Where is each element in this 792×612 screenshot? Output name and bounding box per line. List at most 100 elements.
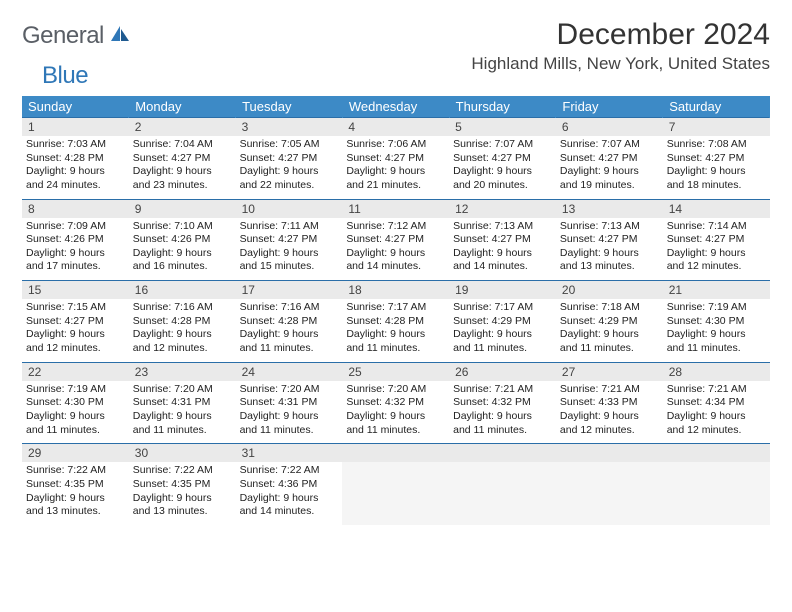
sunrise-line: Sunrise: 7:20 AM (133, 383, 232, 397)
daylight-line2: and 12 minutes. (667, 260, 766, 274)
sunset-line: Sunset: 4:35 PM (26, 478, 125, 492)
daylight-line1: Daylight: 9 hours (133, 410, 232, 424)
sunset-line: Sunset: 4:27 PM (346, 152, 445, 166)
daylight-line2: and 18 minutes. (667, 179, 766, 193)
day-number-cell: 5 (449, 118, 556, 137)
daylight-line1: Daylight: 9 hours (240, 165, 339, 179)
day-data-cell (449, 462, 556, 525)
daylight-line2: and 14 minutes. (453, 260, 552, 274)
daylight-line1: Daylight: 9 hours (26, 328, 125, 342)
day-number-cell: 16 (129, 281, 236, 300)
sunrise-line: Sunrise: 7:16 AM (133, 301, 232, 315)
day-number-cell: 1 (22, 118, 129, 137)
sunrise-line: Sunrise: 7:20 AM (346, 383, 445, 397)
daylight-line2: and 13 minutes. (133, 505, 232, 519)
sunrise-line: Sunrise: 7:22 AM (240, 464, 339, 478)
sunrise-line: Sunrise: 7:21 AM (453, 383, 552, 397)
sunrise-line: Sunrise: 7:21 AM (667, 383, 766, 397)
day-number-cell: 13 (556, 199, 663, 218)
daylight-line2: and 11 minutes. (240, 424, 339, 438)
sunrise-line: Sunrise: 7:12 AM (346, 220, 445, 234)
title-block: December 2024 Highland Mills, New York, … (471, 18, 770, 74)
daylight-line2: and 17 minutes. (26, 260, 125, 274)
sunrise-line: Sunrise: 7:07 AM (560, 138, 659, 152)
day-number-cell: 28 (663, 362, 770, 381)
day-number-cell: 9 (129, 199, 236, 218)
day-data-cell (663, 462, 770, 525)
daylight-line2: and 11 minutes. (453, 424, 552, 438)
sunset-line: Sunset: 4:28 PM (26, 152, 125, 166)
daylight-line2: and 12 minutes. (667, 424, 766, 438)
day-number-cell: 7 (663, 118, 770, 137)
day-number-cell (556, 444, 663, 463)
sunrise-line: Sunrise: 7:14 AM (667, 220, 766, 234)
day-number-cell: 2 (129, 118, 236, 137)
daylight-line1: Daylight: 9 hours (560, 410, 659, 424)
daylight-line1: Daylight: 9 hours (453, 328, 552, 342)
day-number-cell: 24 (236, 362, 343, 381)
daylight-line1: Daylight: 9 hours (346, 165, 445, 179)
daylight-line1: Daylight: 9 hours (667, 247, 766, 261)
day-data-cell: Sunrise: 7:21 AMSunset: 4:32 PMDaylight:… (449, 381, 556, 444)
daylight-line1: Daylight: 9 hours (26, 165, 125, 179)
daylight-line1: Daylight: 9 hours (26, 492, 125, 506)
daylight-line2: and 23 minutes. (133, 179, 232, 193)
daylight-line1: Daylight: 9 hours (453, 165, 552, 179)
weekday-header: Thursday (449, 96, 556, 118)
daylight-line1: Daylight: 9 hours (560, 328, 659, 342)
calendar-head: SundayMondayTuesdayWednesdayThursdayFrid… (22, 96, 770, 118)
daylight-line1: Daylight: 9 hours (346, 410, 445, 424)
sunrise-line: Sunrise: 7:18 AM (560, 301, 659, 315)
day-data-cell: Sunrise: 7:22 AMSunset: 4:35 PMDaylight:… (129, 462, 236, 525)
day-number-cell: 4 (342, 118, 449, 137)
sunrise-line: Sunrise: 7:19 AM (667, 301, 766, 315)
sunset-line: Sunset: 4:27 PM (26, 315, 125, 329)
calendar-body: 1234567Sunrise: 7:03 AMSunset: 4:28 PMDa… (22, 118, 770, 525)
day-data-cell: Sunrise: 7:11 AMSunset: 4:27 PMDaylight:… (236, 218, 343, 281)
day-data-cell: Sunrise: 7:19 AMSunset: 4:30 PMDaylight:… (22, 381, 129, 444)
day-number-cell: 3 (236, 118, 343, 137)
sunset-line: Sunset: 4:31 PM (133, 396, 232, 410)
sunrise-line: Sunrise: 7:15 AM (26, 301, 125, 315)
daylight-line2: and 21 minutes. (346, 179, 445, 193)
day-number-cell: 30 (129, 444, 236, 463)
day-data-cell: Sunrise: 7:21 AMSunset: 4:34 PMDaylight:… (663, 381, 770, 444)
sunset-line: Sunset: 4:29 PM (453, 315, 552, 329)
daylight-line2: and 14 minutes. (240, 505, 339, 519)
sunset-line: Sunset: 4:26 PM (133, 233, 232, 247)
day-number-cell: 29 (22, 444, 129, 463)
brand-logo: General (22, 22, 133, 50)
day-data-cell: Sunrise: 7:03 AMSunset: 4:28 PMDaylight:… (22, 136, 129, 199)
daylight-line2: and 11 minutes. (26, 424, 125, 438)
sunset-line: Sunset: 4:32 PM (453, 396, 552, 410)
sunrise-line: Sunrise: 7:10 AM (133, 220, 232, 234)
sunset-line: Sunset: 4:31 PM (240, 396, 339, 410)
daylight-line2: and 15 minutes. (240, 260, 339, 274)
daylight-line1: Daylight: 9 hours (346, 247, 445, 261)
daylight-line1: Daylight: 9 hours (667, 410, 766, 424)
day-data-cell: Sunrise: 7:08 AMSunset: 4:27 PMDaylight:… (663, 136, 770, 199)
daylight-line2: and 20 minutes. (453, 179, 552, 193)
sunset-line: Sunset: 4:27 PM (453, 152, 552, 166)
sunrise-line: Sunrise: 7:21 AM (560, 383, 659, 397)
sunrise-line: Sunrise: 7:13 AM (560, 220, 659, 234)
daylight-line1: Daylight: 9 hours (26, 247, 125, 261)
brand-part1: General (22, 22, 104, 50)
day-number-cell: 26 (449, 362, 556, 381)
day-number-cell: 23 (129, 362, 236, 381)
daylight-line2: and 19 minutes. (560, 179, 659, 193)
sunrise-line: Sunrise: 7:22 AM (133, 464, 232, 478)
sunrise-line: Sunrise: 7:09 AM (26, 220, 125, 234)
day-data-cell: Sunrise: 7:05 AMSunset: 4:27 PMDaylight:… (236, 136, 343, 199)
sunset-line: Sunset: 4:27 PM (240, 152, 339, 166)
day-data-cell: Sunrise: 7:10 AMSunset: 4:26 PMDaylight:… (129, 218, 236, 281)
day-number-cell: 22 (22, 362, 129, 381)
sunrise-line: Sunrise: 7:19 AM (26, 383, 125, 397)
daylight-line1: Daylight: 9 hours (240, 247, 339, 261)
sunrise-line: Sunrise: 7:03 AM (26, 138, 125, 152)
day-data-cell: Sunrise: 7:12 AMSunset: 4:27 PMDaylight:… (342, 218, 449, 281)
daylight-line2: and 11 minutes. (133, 424, 232, 438)
sunset-line: Sunset: 4:30 PM (667, 315, 766, 329)
day-number-cell (342, 444, 449, 463)
brand-part2: Blue (42, 62, 88, 90)
